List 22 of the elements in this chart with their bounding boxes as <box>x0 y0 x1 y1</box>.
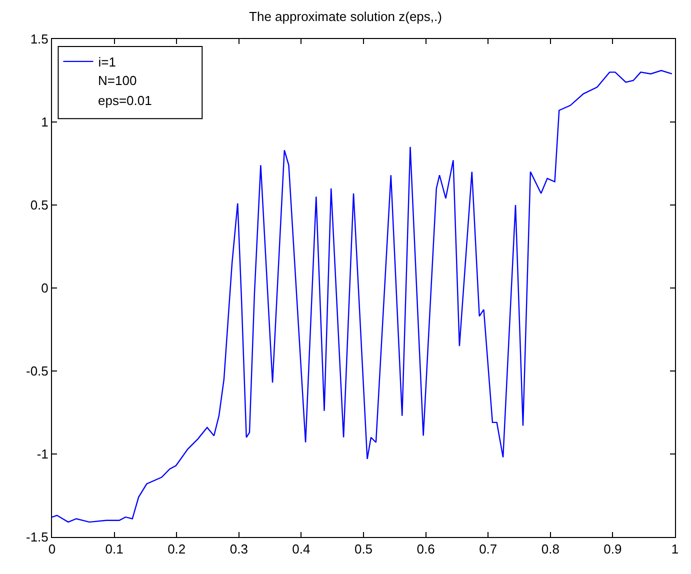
x-tick-label: 1 <box>671 542 679 557</box>
x-tick-label: 0.6 <box>416 542 435 557</box>
annotation: eps=0.01 <box>98 93 152 108</box>
chart-title: The approximate solution z(eps,.) <box>249 9 442 24</box>
x-tick-label: 0.8 <box>541 542 560 557</box>
x-tick-label: 0.7 <box>479 542 498 557</box>
legend-label: i=1 <box>98 54 116 70</box>
annotation: N=100 <box>98 73 137 88</box>
y-tick-label: -1 <box>36 446 48 462</box>
y-tick-label: 1.5 <box>30 32 48 47</box>
line-series <box>52 70 672 523</box>
x-tick-label: 0.5 <box>354 542 373 557</box>
y-tick-label: 0.5 <box>30 198 48 213</box>
x-tick-label: 0.2 <box>168 542 186 557</box>
x-tick-label: 0.1 <box>105 542 124 557</box>
y-tick-label: 1 <box>41 114 48 130</box>
x-tick-label: 0.4 <box>292 542 310 557</box>
x-tick-label: 0.9 <box>604 542 622 557</box>
y-tick-label: -0.5 <box>26 364 48 379</box>
y-tick-label: -1.5 <box>26 530 48 545</box>
y-tick-label: 0 <box>41 280 48 296</box>
x-tick-label: 0.3 <box>230 542 248 557</box>
